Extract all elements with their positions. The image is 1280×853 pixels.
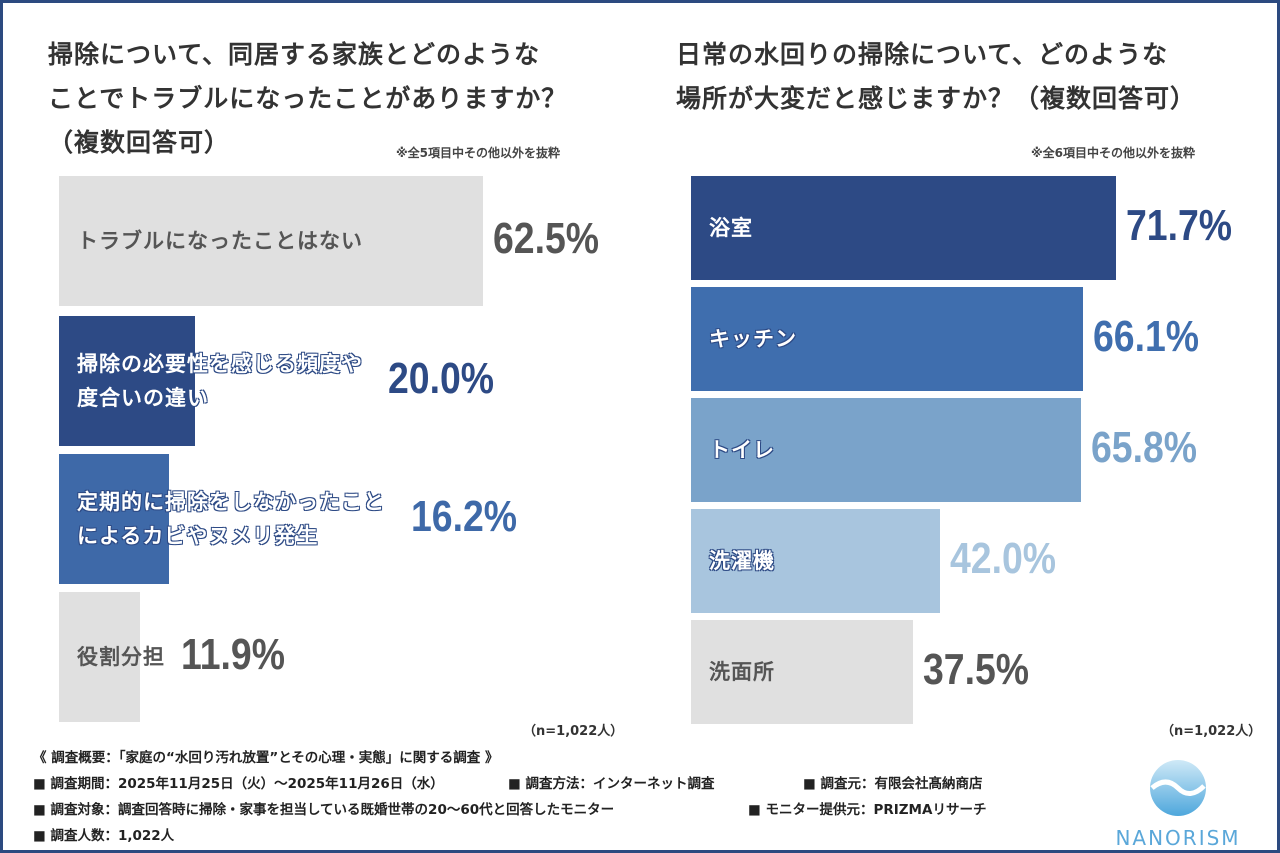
bar (59, 316, 195, 446)
bar (691, 176, 1117, 280)
chart-note: ※全6項目中その他以外を抜粋 (1031, 146, 1196, 160)
bar-label-line: トラブルになったことはない (77, 229, 363, 253)
chart-title-line: （複数回答可） (48, 128, 231, 157)
bar-label: 役割分担 (77, 640, 165, 674)
bar-value: 16.2% (411, 492, 518, 541)
bar (691, 287, 1083, 391)
footer-count: ■ 調査人数：1,022人 (33, 828, 175, 844)
bar-label-line: 洗面所 (709, 660, 775, 684)
chart-title-line: 場所が大変だと感じますか？（複数回答可） (676, 84, 1197, 113)
bar-label-line: 定期的に掃除をしなかったこと (77, 490, 385, 514)
chart-note: ※全5項目中その他以外を抜粋 (396, 146, 561, 160)
footer-method: ■ 調査方法：インターネット調査 (508, 776, 715, 792)
sample-size: （n=1,022人） (523, 724, 624, 739)
bar-label: トラブルになったことはない (77, 224, 363, 258)
bar-value: 66.1% (1092, 312, 1200, 361)
bar (691, 509, 941, 613)
chart-title-line: ことでトラブルになったことがありますか？ (48, 84, 568, 113)
footer-target: ■ 調査対象：調査回答時に掃除・家事を担当している既婚世帯の20～60代と回答し… (33, 802, 615, 818)
nanorism-logo: NANORISM (1093, 758, 1263, 850)
footer-heading: 《 調査概要：「家庭の“水回り汚れ放置”とその心理・実態」に関する調査 》 (33, 750, 499, 766)
bar-label-line: トイレ (709, 438, 775, 462)
wave-drop-logo-icon (1150, 760, 1206, 816)
bar (59, 592, 140, 722)
bar-value: 11.9% (181, 630, 285, 679)
bar-value: 42.0% (950, 534, 1057, 583)
bar-value: 62.5% (492, 214, 599, 263)
footer-source: ■ 調査元：有限会社髙納商店 (803, 776, 983, 792)
logo-text: NANORISM (1115, 826, 1241, 850)
sample-size: （n=1,022人） (1161, 724, 1262, 739)
bar-label-line: キッチン (709, 327, 797, 351)
bar-label-line: 役割分担 (77, 645, 165, 669)
footer-provider: ■ モニター提供元：PRIZMAリサーチ (748, 802, 987, 818)
bar-label-line: 洗濯機 (709, 549, 775, 573)
bar-label-line: によるカビやヌメリ発生 (77, 524, 319, 548)
chart-title: 掃除について、同居する家族とどのような ことでトラブルになったことがありますか？ （… (48, 33, 567, 165)
bar-label-line: 掃除の必要性を感じる頻度や (77, 352, 363, 376)
bar-label: 浴室 (709, 211, 753, 245)
bar-value: 20.0% (388, 354, 495, 403)
bar-label: 掃除の必要性を感じる頻度や 度合いの違い (77, 347, 363, 415)
bar-label-line: 浴室 (709, 216, 753, 240)
bar-label: トイレ (709, 433, 775, 467)
bar-value: 37.5% (923, 645, 1030, 694)
bar-label: 定期的に掃除をしなかったこと によるカビやヌメリ発生 (77, 485, 385, 553)
bar-label: 洗面所 (709, 655, 775, 689)
chart-title-line: 日常の水回りの掃除について、どのような (676, 40, 1169, 69)
footer-period: ■ 調査期間：2025年11月25日（火）～2025年11月26日（水） (33, 776, 444, 792)
bar-value: 65.8% (1091, 423, 1198, 472)
bar (59, 454, 169, 584)
bar-label: キッチン (709, 322, 797, 356)
bar-label: 洗濯機 (709, 544, 775, 578)
chart-title: 日常の水回りの掃除について、どのような 場所が大変だと感じますか？（複数回答可） (676, 33, 1196, 121)
bar (59, 176, 483, 306)
bar-value: 71.7% (1126, 201, 1233, 250)
bar-label-line: 度合いの違い (77, 386, 209, 410)
chart-title-line: 掃除について、同居する家族とどのような (48, 40, 541, 69)
bar (691, 398, 1082, 502)
bar (691, 620, 914, 724)
